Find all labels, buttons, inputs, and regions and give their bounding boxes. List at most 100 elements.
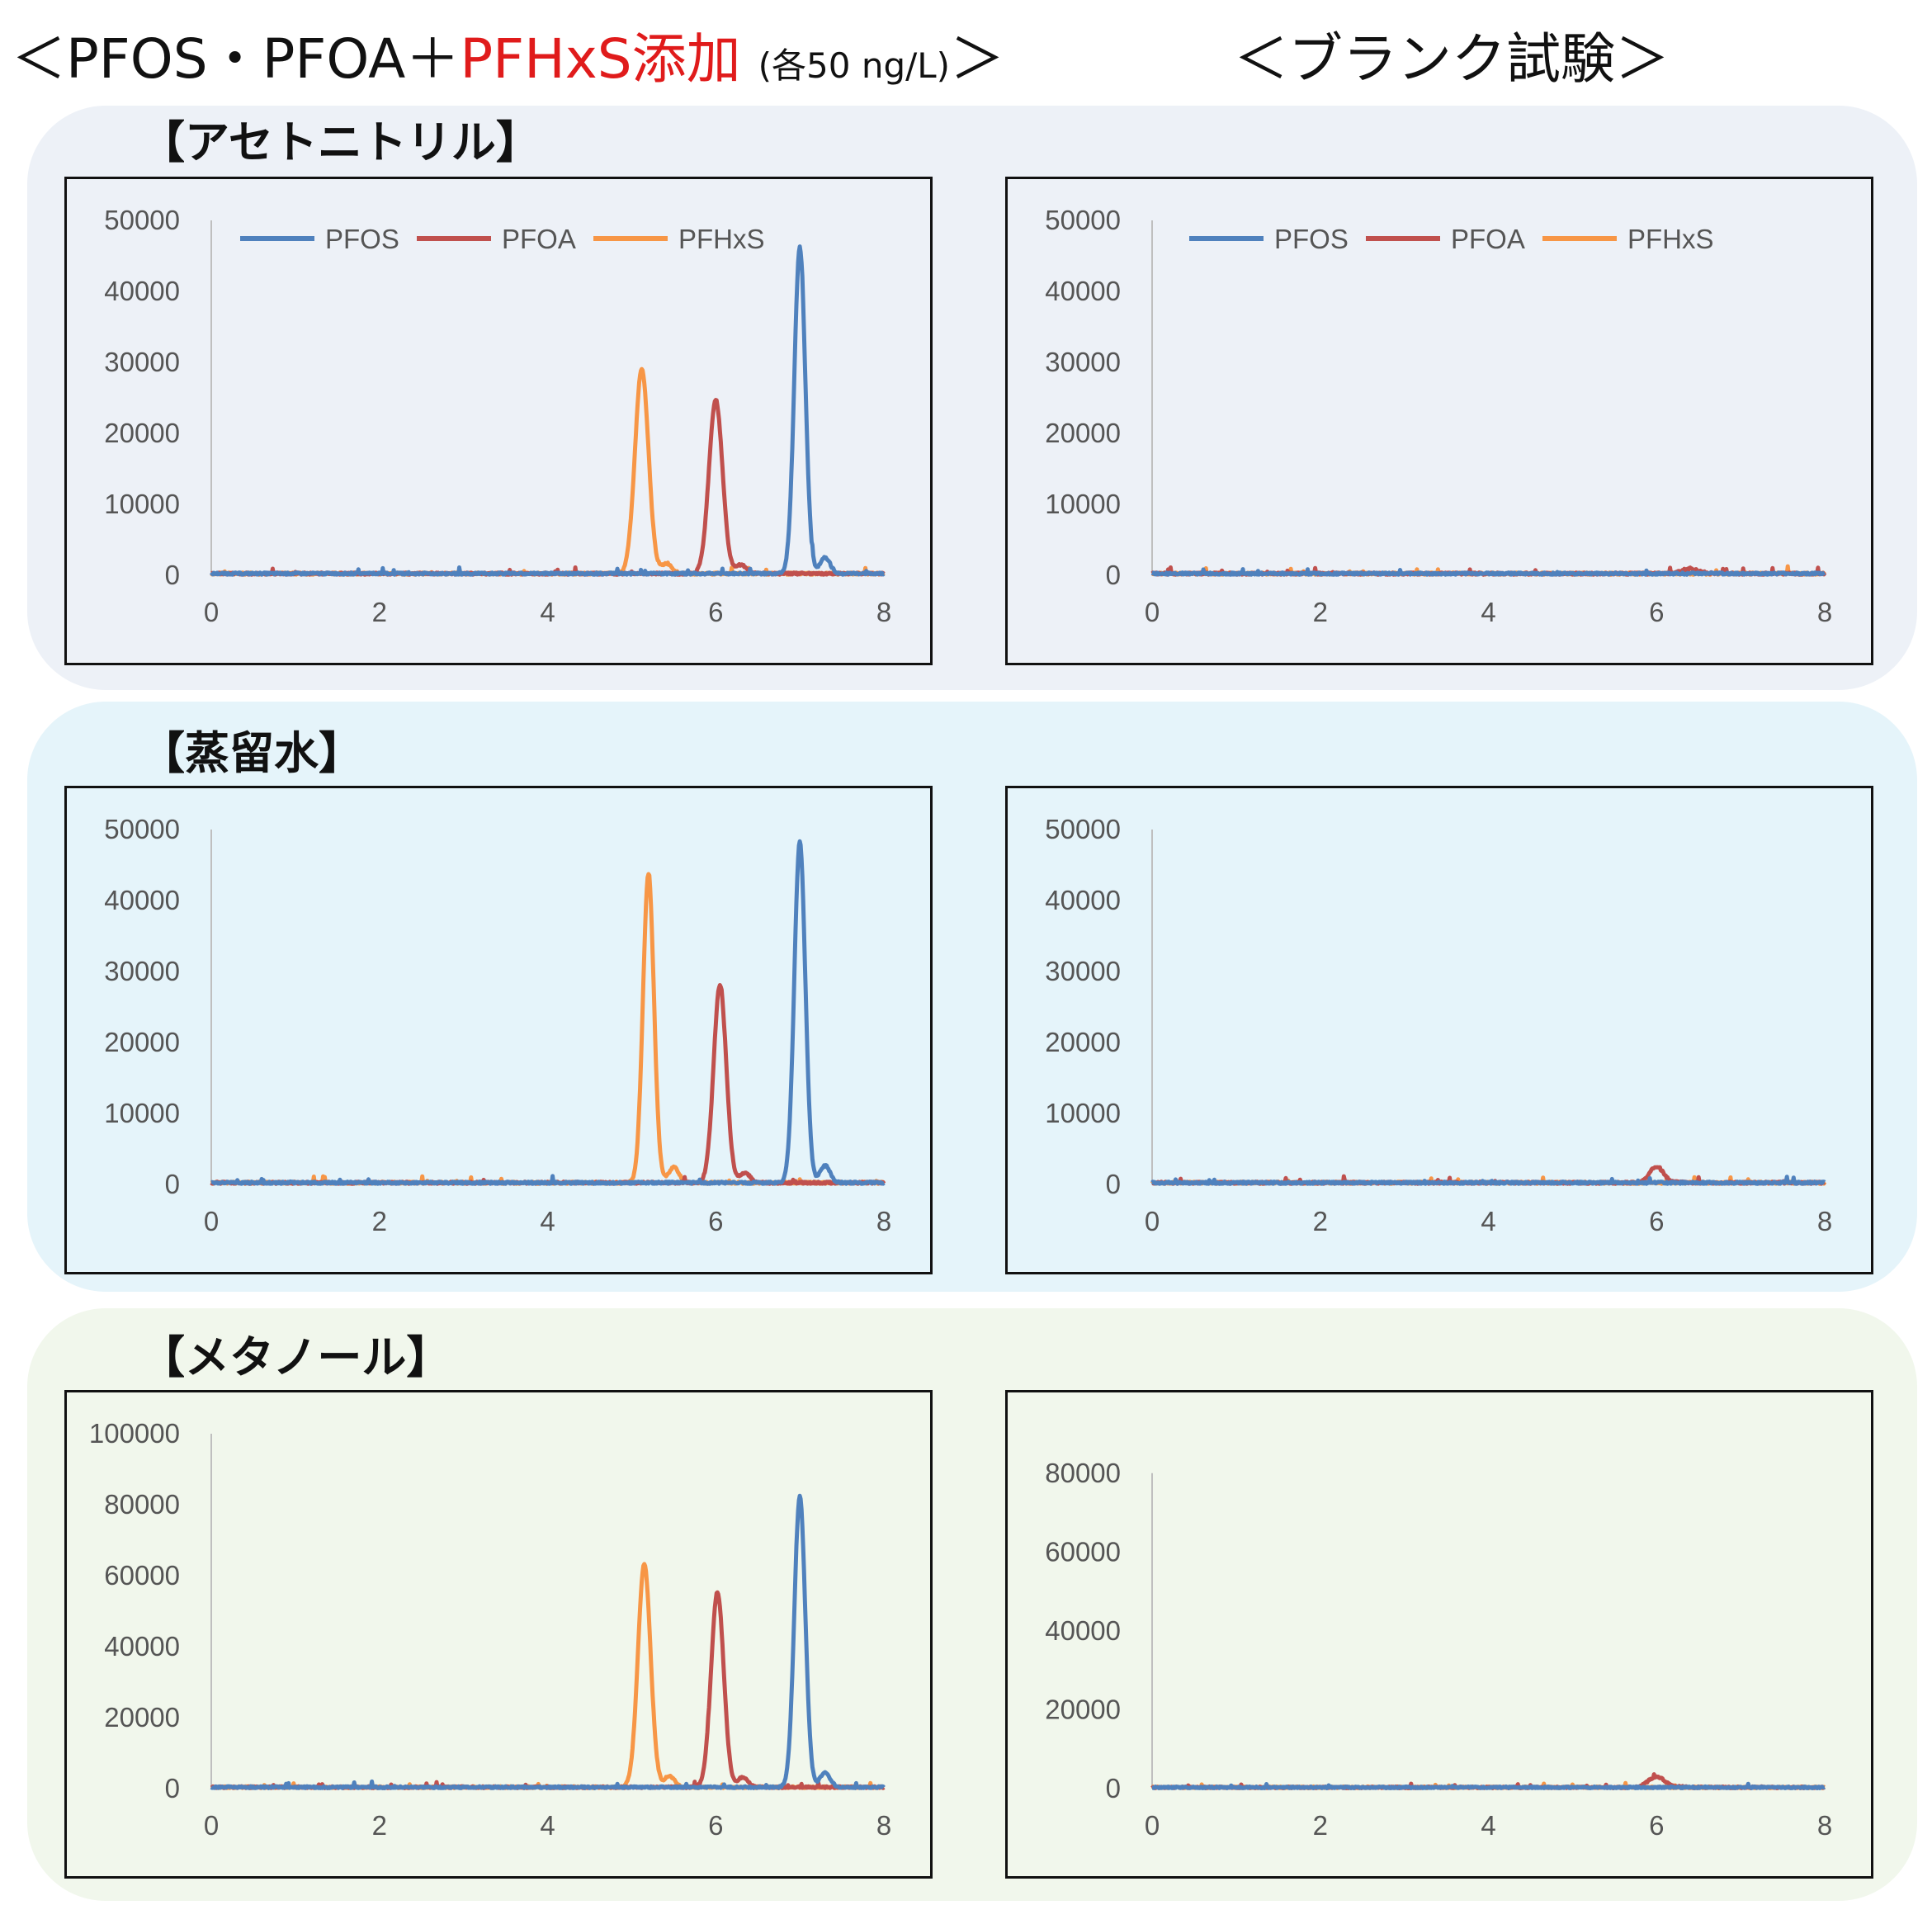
x-tick-label: 8	[876, 1810, 891, 1841]
y-tick-label: 10000	[1045, 1098, 1121, 1128]
section-label-acetonitrile: 【アセトニトリル】	[140, 116, 541, 168]
y-tick-label: 0	[165, 1773, 180, 1803]
section-label-water: 【蒸留水】	[140, 727, 363, 779]
spiked-header-conc: (各50 ng/L)	[758, 45, 951, 86]
x-tick-label: 4	[1481, 1810, 1495, 1841]
chart-svg-water-spiked: 0 10000 20000 30000 40000 50000 0 2 4 6 8	[104, 814, 891, 1236]
x-tick-label: 0	[1145, 1206, 1160, 1236]
series-line-pfhxs	[210, 366, 886, 577]
chart-svg-acetonitrile-spiked: 0 10000 20000 30000 40000 50000 0 2 4 6 8 PFOS PFOA P…	[104, 205, 891, 627]
chart-water-spiked: 0 10000 20000 30000 40000 50000 0 2 4 6 8	[64, 786, 933, 1274]
x-tick-label: 4	[540, 1206, 555, 1236]
y-tick-label: 0	[165, 560, 180, 590]
x-tick-label: 8	[1817, 597, 1832, 627]
x-tick-label: 2	[372, 597, 387, 627]
y-tick-label: 50000	[1045, 814, 1121, 844]
legend-label-pfhxs: PFHxS	[1627, 224, 1714, 254]
legend-label-pfoa: PFOA	[1451, 224, 1525, 254]
y-tick-label: 0	[1106, 1773, 1121, 1803]
y-tick-label: 40000	[104, 885, 180, 915]
x-tick-label: 8	[1817, 1810, 1832, 1841]
y-tick-label: 30000	[104, 347, 180, 377]
chart-svg-methanol-blank: 0 20000 40000 60000 80000 0 2 4 6 8	[1045, 1458, 1832, 1841]
x-tick-label: 0	[204, 597, 219, 627]
y-tick-label: 0	[165, 1169, 180, 1199]
y-tick-label: 80000	[1045, 1458, 1121, 1488]
legend-label-pfos: PFOS	[325, 224, 399, 254]
x-tick-label: 4	[540, 597, 555, 627]
y-tick-label: 30000	[1045, 956, 1121, 986]
section-label-methanol: 【メタノール】	[140, 1331, 451, 1383]
x-tick-label: 8	[1817, 1206, 1832, 1236]
spiked-header-prefix: ＜PFOS・PFOA＋	[12, 27, 461, 91]
y-tick-label: 50000	[104, 205, 180, 235]
y-tick-label: 50000	[1045, 205, 1121, 235]
chart-acetonitrile-spiked: 0 10000 20000 30000 40000 50000 0 2 4 6 8 PFOS PFOA P…	[64, 177, 933, 665]
y-tick-label: 100000	[89, 1418, 180, 1449]
y-tick-label: 40000	[104, 276, 180, 306]
x-tick-label: 8	[876, 1206, 891, 1236]
x-tick-label: 6	[708, 1810, 723, 1841]
series-line-pfhxs	[210, 872, 886, 1186]
chart-methanol-spiked: 0 20000 40000 60000 80000 100000 0 2 4 6 8	[64, 1390, 933, 1879]
series-line-pfhxs	[210, 1562, 886, 1790]
y-tick-label: 30000	[104, 956, 180, 986]
y-tick-label: 50000	[104, 814, 180, 844]
x-tick-label: 2	[372, 1810, 387, 1841]
y-tick-label: 20000	[104, 418, 180, 448]
x-tick-label: 0	[1145, 597, 1160, 627]
x-tick-label: 0	[1145, 1810, 1160, 1841]
chart-methanol-blank: 0 20000 40000 60000 80000 0 2 4 6 8	[1005, 1390, 1873, 1879]
x-tick-label: 2	[1313, 1206, 1328, 1236]
y-tick-label: 20000	[1045, 418, 1121, 448]
series-line-pfos	[1150, 567, 1826, 577]
chart-water-blank: 0 10000 20000 30000 40000 50000 0 2 4 6 8	[1005, 786, 1873, 1274]
y-tick-label: 40000	[104, 1631, 180, 1662]
y-tick-label: 20000	[104, 1027, 180, 1057]
chart-acetonitrile-blank: 0 10000 20000 30000 40000 50000 0 2 4 6 8 PFOS PFOA P…	[1005, 177, 1873, 665]
x-tick-label: 6	[1649, 1810, 1664, 1841]
y-tick-label: 0	[1106, 1169, 1121, 1199]
series-line-pfos	[210, 1493, 886, 1790]
x-tick-label: 2	[1313, 1810, 1328, 1841]
spiked-header-red: PFHxS添加	[460, 27, 741, 91]
series-line-pfoa	[210, 983, 886, 1186]
legend-label-pfoa: PFOA	[502, 224, 576, 254]
y-tick-label: 40000	[1045, 885, 1121, 915]
y-tick-label: 60000	[104, 1560, 180, 1591]
series-line-pfoa	[210, 1590, 886, 1790]
spiked-header: ＜PFOS・PFOA＋PFHxS添加 (各50 ng/L)＞	[12, 15, 1004, 94]
x-tick-label: 4	[540, 1810, 555, 1841]
x-tick-label: 6	[1649, 597, 1664, 627]
series-line-pfoa	[210, 398, 886, 577]
x-tick-label: 8	[876, 597, 891, 627]
spiked-header-suffix: ＞	[950, 27, 1005, 91]
x-tick-label: 2	[1313, 597, 1328, 627]
y-tick-label: 30000	[1045, 347, 1121, 377]
x-tick-label: 6	[708, 1206, 723, 1236]
y-tick-label: 10000	[104, 1098, 180, 1128]
chart-svg-acetonitrile-blank: 0 10000 20000 30000 40000 50000 0 2 4 6 8 PFOS PFOA P…	[1045, 205, 1832, 627]
series-line-pfos	[1150, 1781, 1826, 1790]
y-tick-label: 0	[1106, 560, 1121, 590]
x-tick-label: 2	[372, 1206, 387, 1236]
y-tick-label: 10000	[1045, 489, 1121, 519]
y-tick-label: 60000	[1045, 1536, 1121, 1567]
y-tick-label: 40000	[1045, 1615, 1121, 1646]
series-line-pfos	[1150, 1175, 1826, 1186]
x-tick-label: 0	[204, 1206, 219, 1236]
legend-label-pfos: PFOS	[1274, 224, 1349, 254]
chart-svg-methanol-spiked: 0 20000 40000 60000 80000 100000 0 2 4 6 8	[89, 1418, 891, 1841]
x-tick-label: 4	[1481, 1206, 1495, 1236]
x-tick-label: 4	[1481, 597, 1495, 627]
legend-label-pfhxs: PFHxS	[678, 224, 765, 254]
blank-header: ＜ブランク試験＞	[1234, 27, 1670, 91]
y-tick-label: 40000	[1045, 276, 1121, 306]
x-tick-label: 0	[204, 1810, 219, 1841]
y-tick-label: 80000	[104, 1489, 180, 1520]
series-line-pfos	[210, 839, 886, 1186]
y-tick-label: 20000	[1045, 1027, 1121, 1057]
y-tick-label: 10000	[104, 489, 180, 519]
x-tick-label: 6	[708, 597, 723, 627]
chart-svg-water-blank: 0 10000 20000 30000 40000 50000 0 2 4 6 8	[1045, 814, 1832, 1236]
